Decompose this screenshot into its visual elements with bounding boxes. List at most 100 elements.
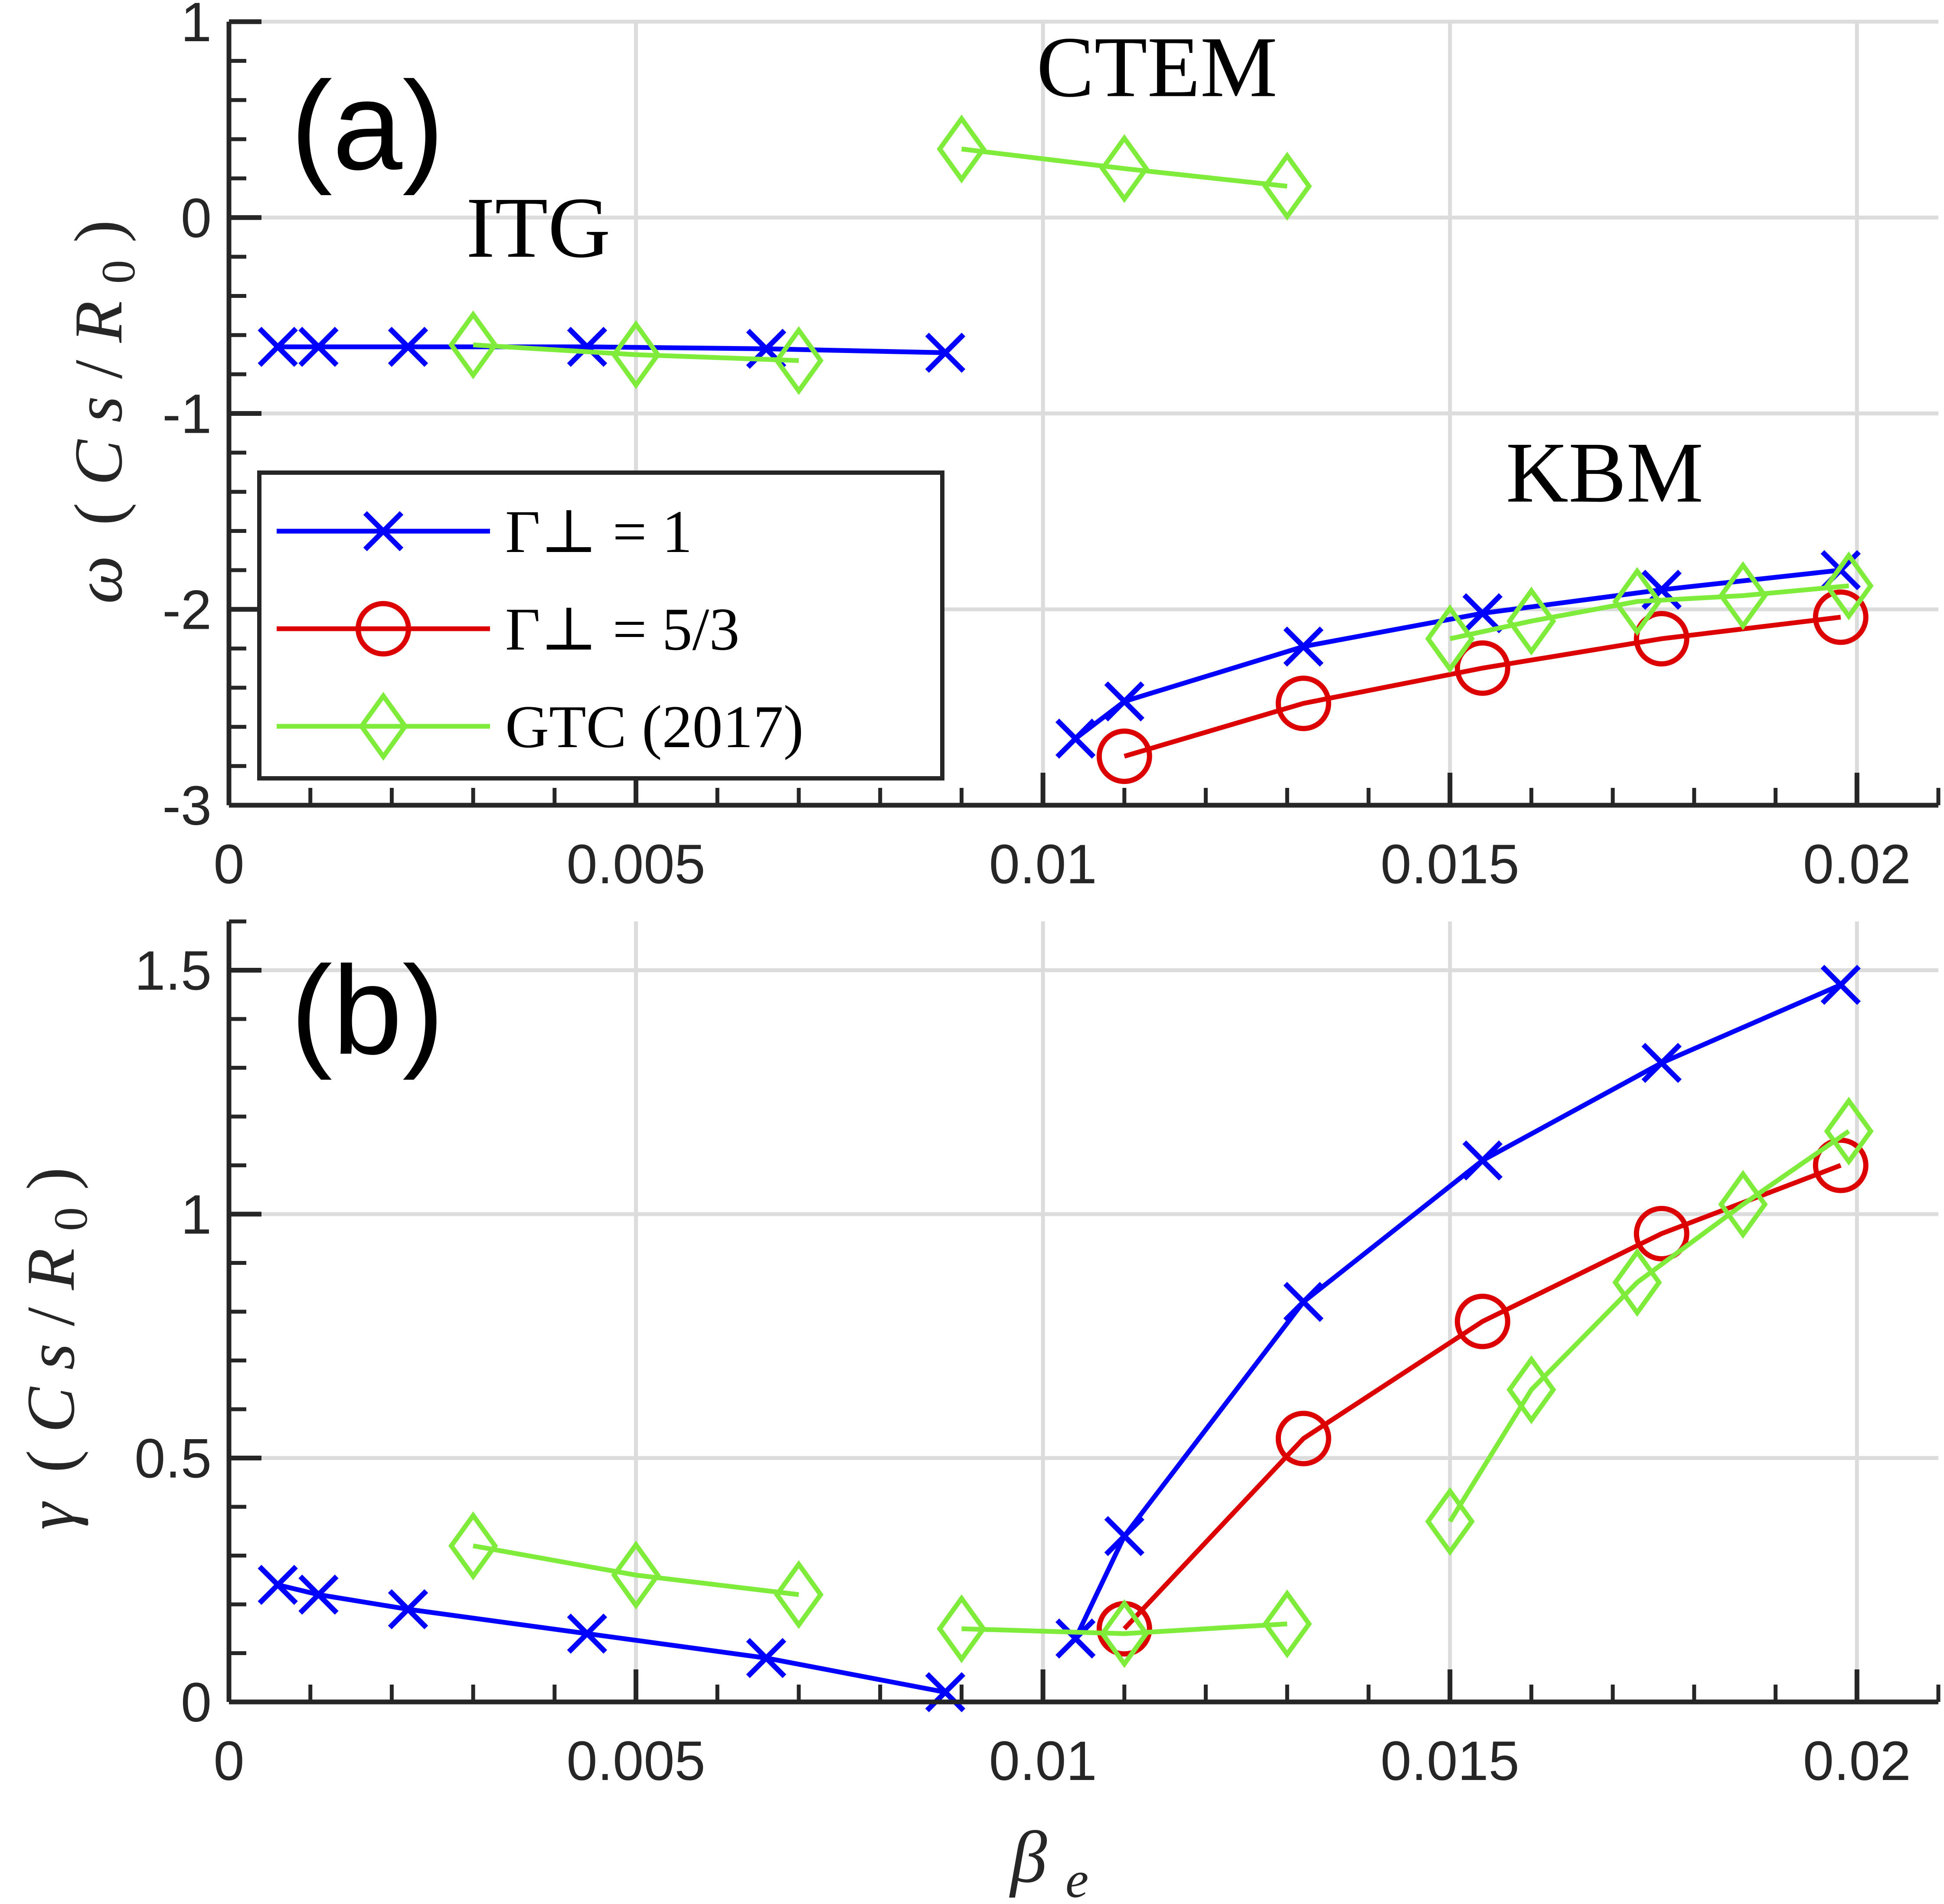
y-tick-label: 0 <box>181 1672 212 1734</box>
marker-gtc <box>448 1511 498 1581</box>
marker-gamma1 <box>1462 1140 1503 1181</box>
marker-gamma1 <box>1283 626 1324 667</box>
marker-gtc <box>937 114 987 184</box>
marker-gtc <box>611 1541 661 1610</box>
ylabel-b-close: ) <box>13 1167 89 1190</box>
xlabel-sub: e <box>1065 1851 1088 1904</box>
series-line-gtc <box>473 1543 799 1597</box>
marker-gamma1 <box>1104 1516 1145 1556</box>
xlabel-symbol: β <box>1009 1816 1047 1898</box>
legend-entry-gtc: GTC (2017) <box>505 693 804 761</box>
legend-label-gamma1: Γ⊥ = 1 <box>505 498 693 565</box>
marker-gamma1-stroke <box>258 1564 298 1605</box>
series-line-gamma1 <box>1073 983 1842 1640</box>
marker-gamma1-stroke <box>298 1574 339 1615</box>
marker-gtc <box>1824 551 1874 621</box>
marker-gamma1 <box>258 327 298 367</box>
panel-b-label: (b) <box>291 940 444 1081</box>
marker-gtc <box>774 1560 824 1629</box>
marker-gamma1-stroke <box>1104 681 1145 722</box>
marker-gtc <box>1425 1487 1475 1556</box>
marker-gtc <box>774 326 824 395</box>
marker-gamma1 <box>567 327 608 367</box>
marker-gamma53 <box>1096 728 1152 784</box>
y-tick-label: 1 <box>181 1184 212 1246</box>
ylabel-b-r: R <box>13 1248 89 1290</box>
marker-gamma1-stroke <box>1283 1282 1324 1322</box>
marker-gamma1-stroke <box>1641 1043 1682 1083</box>
series-line-gtc <box>961 1621 1287 1636</box>
ylabel-b-slash: / <box>13 1307 89 1326</box>
marker-gamma1 <box>258 1564 298 1605</box>
ylabel-a-close: ) <box>61 220 137 243</box>
ylabel-a-open: ( <box>61 503 137 526</box>
y-tick-label: 0.5 <box>134 1428 212 1490</box>
panel-a: -3 -2 -1 0 1 0 0.005 0.01 0.015 0.02 (a) ITG CTEM K… <box>61 0 1941 895</box>
x-tick-label: 0.005 <box>566 833 705 895</box>
marker-gamma1-stroke <box>1462 1140 1503 1181</box>
x-tick-label: 0.005 <box>566 1730 705 1792</box>
marker-gamma1 <box>746 1638 787 1678</box>
marker-gamma1-stroke <box>388 1589 428 1630</box>
annotation-ctem: CTEM <box>1036 20 1277 115</box>
ylabel-b-symbol: γ <box>13 1501 89 1530</box>
panel-b: 0 0.5 1 1.5 0 0.005 0.01 0.015 0.02 (b) γ ( C s … <box>13 919 1941 1904</box>
x-tick-label: 0 <box>213 833 244 895</box>
legend-marker-gamma53 <box>356 601 411 656</box>
marker-gamma1 <box>1820 965 1861 1005</box>
marker-gamma1 <box>925 333 966 373</box>
marker-gamma1 <box>1641 1043 1682 1083</box>
marker-gamma1 <box>1104 681 1145 722</box>
marker-gtc <box>448 310 498 379</box>
y-tick-label: 0 <box>181 187 212 249</box>
marker-gtc <box>1099 134 1150 203</box>
marker-gamma1 <box>567 1613 608 1654</box>
legend-marker-gtc <box>358 692 408 761</box>
marker-gamma1-stroke <box>567 1613 608 1654</box>
marker-gamma1-stroke <box>1820 965 1861 1005</box>
y-tick-label: -3 <box>162 775 212 837</box>
marker-gtc <box>1612 1248 1662 1317</box>
marker-gamma1-stroke <box>1462 593 1503 634</box>
ylabel-a-r: R <box>61 301 137 343</box>
series-line-gamma1 <box>277 1582 946 1695</box>
ylabel-a-symbol: ω <box>61 555 137 604</box>
series-line-gamma53 <box>1124 614 1841 759</box>
marker-gamma1-stroke <box>1055 718 1096 759</box>
legend-label-gamma53: Γ⊥ = 5/3 <box>505 596 739 663</box>
marker-gamma1-stroke <box>388 327 428 367</box>
ylabel-a-sub: 0 <box>92 260 145 284</box>
x-tick-label: 0.01 <box>989 1730 1097 1792</box>
marker-gtc <box>1824 1097 1874 1166</box>
marker-gtc <box>1718 1170 1768 1239</box>
marker-gamma1 <box>1055 1618 1096 1659</box>
marker-gamma1 <box>925 1672 966 1712</box>
ylabel-a-slash: / <box>61 360 137 379</box>
marker-gamma53 <box>1454 640 1510 696</box>
marker-gamma1-stroke <box>298 327 339 367</box>
marker-gtc <box>1099 1599 1150 1668</box>
panel-a-label: (a) <box>291 56 444 196</box>
marker-gamma1 <box>388 1589 428 1630</box>
panel-a-ylabel: ω ( C s / R 0 ) <box>61 220 150 604</box>
marker-gamma53 <box>1634 1206 1689 1261</box>
marker-gtc <box>611 320 661 389</box>
marker-gamma1 <box>1283 1282 1324 1322</box>
marker-gamma1-stroke <box>1055 1618 1096 1659</box>
marker-gamma53 <box>1454 1293 1510 1349</box>
legend-label-gtc: GTC (2017) <box>505 693 804 761</box>
annotation-itg: ITG <box>466 180 611 276</box>
marker-gamma1-stroke <box>258 327 298 367</box>
marker-gtc <box>1506 586 1556 656</box>
marker-gtc <box>1506 1355 1556 1424</box>
marker-gtc <box>1262 1589 1312 1659</box>
legend-entry-gamma1: Γ⊥ = 1 <box>505 498 693 565</box>
marker-gtc <box>1262 152 1312 221</box>
marker-gamma53 <box>1813 1137 1869 1193</box>
legend-marker-gamma1 <box>363 511 404 552</box>
x-tick-label: 0.02 <box>1803 833 1911 895</box>
marker-gamma1 <box>298 327 339 367</box>
marker-gamma1 <box>298 1574 339 1615</box>
marker-gamma1-stroke <box>567 327 608 367</box>
x-tick-label: 0.015 <box>1381 833 1519 895</box>
